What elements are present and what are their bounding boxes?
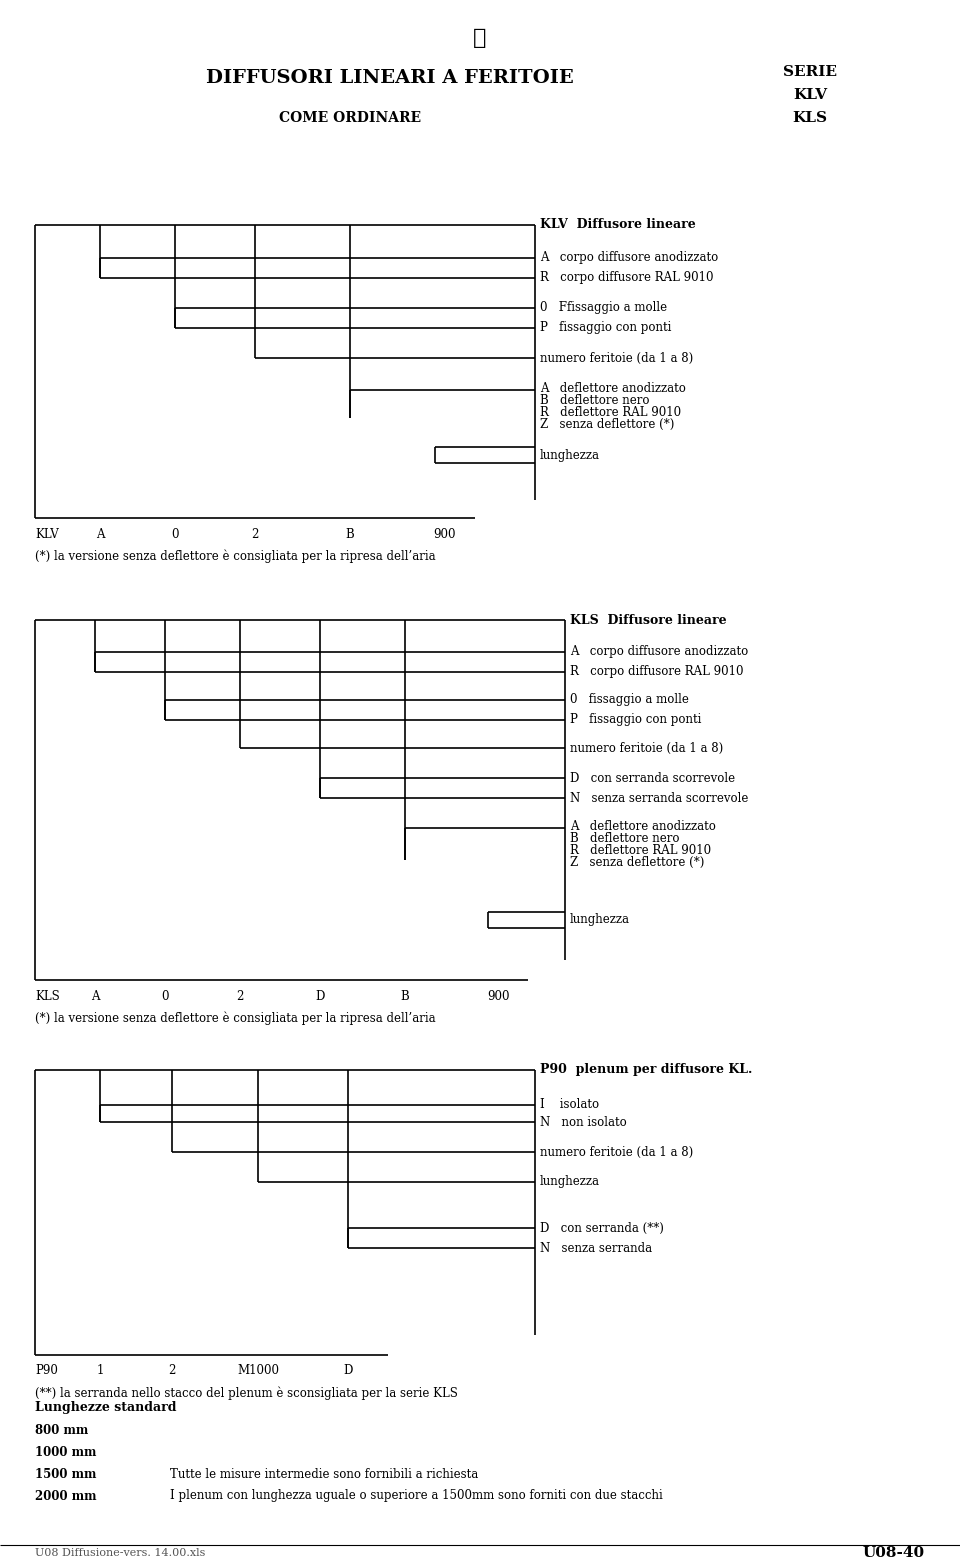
Text: A   corpo diffusore anodizzato: A corpo diffusore anodizzato — [570, 645, 748, 659]
Text: 2: 2 — [252, 527, 258, 540]
Text: KLS: KLS — [35, 989, 60, 1003]
Text: D   con serranda scorrevole: D con serranda scorrevole — [570, 772, 735, 784]
Text: (**) la serranda nello stacco del plenum è sconsigliata per la serie KLS: (**) la serranda nello stacco del plenum… — [35, 1387, 458, 1399]
Text: R   corpo diffusore RAL 9010: R corpo diffusore RAL 9010 — [570, 665, 743, 679]
Text: B: B — [400, 989, 409, 1003]
Text: P   fissaggio con ponti: P fissaggio con ponti — [570, 714, 702, 726]
Text: DIFFUSORI LINEARI A FERITOIE: DIFFUSORI LINEARI A FERITOIE — [206, 69, 574, 88]
Text: P90  plenum per diffusore KL.: P90 plenum per diffusore KL. — [540, 1064, 753, 1077]
Text: KLV: KLV — [793, 88, 828, 102]
Text: 0   Ffissaggio a molle: 0 Ffissaggio a molle — [540, 302, 667, 315]
Text: KLV: KLV — [35, 527, 59, 540]
Text: 2: 2 — [236, 989, 244, 1003]
Text: P   fissaggio con ponti: P fissaggio con ponti — [540, 321, 671, 335]
Text: R   deflettore RAL 9010: R deflettore RAL 9010 — [540, 405, 682, 418]
Text: lunghezza: lunghezza — [540, 449, 600, 462]
Text: I plenum con lunghezza uguale o superiore a 1500mm sono forniti con due stacchi: I plenum con lunghezza uguale o superior… — [170, 1490, 662, 1502]
Text: 900: 900 — [487, 989, 509, 1003]
Text: U08 Diffusione-vers. 14.00.xls: U08 Diffusione-vers. 14.00.xls — [35, 1548, 205, 1559]
Text: N   non isolato: N non isolato — [540, 1116, 627, 1128]
Text: Z   senza deflettore (*): Z senza deflettore (*) — [570, 856, 705, 869]
Text: U08-40: U08-40 — [863, 1546, 925, 1560]
Text: Tutte le misure intermedie sono fornibili a richiesta: Tutte le misure intermedie sono fornibil… — [170, 1468, 478, 1480]
Text: KLS: KLS — [793, 111, 828, 125]
Text: A   deflettore anodizzato: A deflettore anodizzato — [570, 820, 716, 833]
Text: A: A — [96, 527, 105, 540]
Text: D: D — [344, 1365, 352, 1377]
Text: Lunghezze standard: Lunghezze standard — [35, 1402, 177, 1415]
Text: A   deflettore anodizzato: A deflettore anodizzato — [540, 382, 685, 394]
Text: D: D — [315, 989, 324, 1003]
Text: numero feritoie (da 1 a 8): numero feritoie (da 1 a 8) — [540, 1146, 693, 1158]
Text: B: B — [346, 527, 354, 540]
Text: R   deflettore RAL 9010: R deflettore RAL 9010 — [570, 844, 711, 856]
Text: 0: 0 — [161, 989, 169, 1003]
Text: B   deflettore nero: B deflettore nero — [570, 831, 680, 845]
Text: 0: 0 — [171, 527, 179, 540]
Text: R   corpo diffusore RAL 9010: R corpo diffusore RAL 9010 — [540, 271, 713, 285]
Text: (*) la versione senza deflettore è consigliata per la ripresa dell’aria: (*) la versione senza deflettore è consi… — [35, 1011, 436, 1025]
Text: numero feritoie (da 1 a 8): numero feritoie (da 1 a 8) — [540, 352, 693, 365]
Text: Z   senza deflettore (*): Z senza deflettore (*) — [540, 418, 674, 430]
Text: 1000 mm: 1000 mm — [35, 1446, 96, 1459]
Text: A   corpo diffusore anodizzato: A corpo diffusore anodizzato — [540, 252, 718, 264]
Text: 🦅: 🦅 — [473, 28, 487, 49]
Text: lunghezza: lunghezza — [570, 914, 630, 926]
Text: KLV  Diffusore lineare: KLV Diffusore lineare — [540, 219, 696, 232]
Text: SERIE: SERIE — [783, 66, 837, 78]
Text: N   senza serranda scorrevole: N senza serranda scorrevole — [570, 792, 749, 804]
Text: 800 mm: 800 mm — [35, 1424, 88, 1437]
Text: lunghezza: lunghezza — [540, 1175, 600, 1188]
Text: KLS  Diffusore lineare: KLS Diffusore lineare — [570, 613, 727, 626]
Text: M1000: M1000 — [237, 1365, 279, 1377]
Text: P90: P90 — [35, 1365, 58, 1377]
Text: N   senza serranda: N senza serranda — [540, 1241, 652, 1255]
Text: I    isolato: I isolato — [540, 1099, 599, 1111]
Text: (*) la versione senza deflettore è consigliata per la ripresa dell’aria: (*) la versione senza deflettore è consi… — [35, 549, 436, 563]
Text: 0   fissaggio a molle: 0 fissaggio a molle — [570, 693, 689, 706]
Text: 2000 mm: 2000 mm — [35, 1490, 97, 1502]
Text: 1500 mm: 1500 mm — [35, 1468, 96, 1480]
Text: numero feritoie (da 1 a 8): numero feritoie (da 1 a 8) — [570, 742, 723, 754]
Text: 1: 1 — [96, 1365, 104, 1377]
Text: B   deflettore nero: B deflettore nero — [540, 393, 650, 407]
Text: COME ORDINARE: COME ORDINARE — [279, 111, 421, 125]
Text: 2: 2 — [168, 1365, 176, 1377]
Text: D   con serranda (**): D con serranda (**) — [540, 1222, 664, 1235]
Text: 900: 900 — [434, 527, 456, 540]
Text: A: A — [91, 989, 99, 1003]
